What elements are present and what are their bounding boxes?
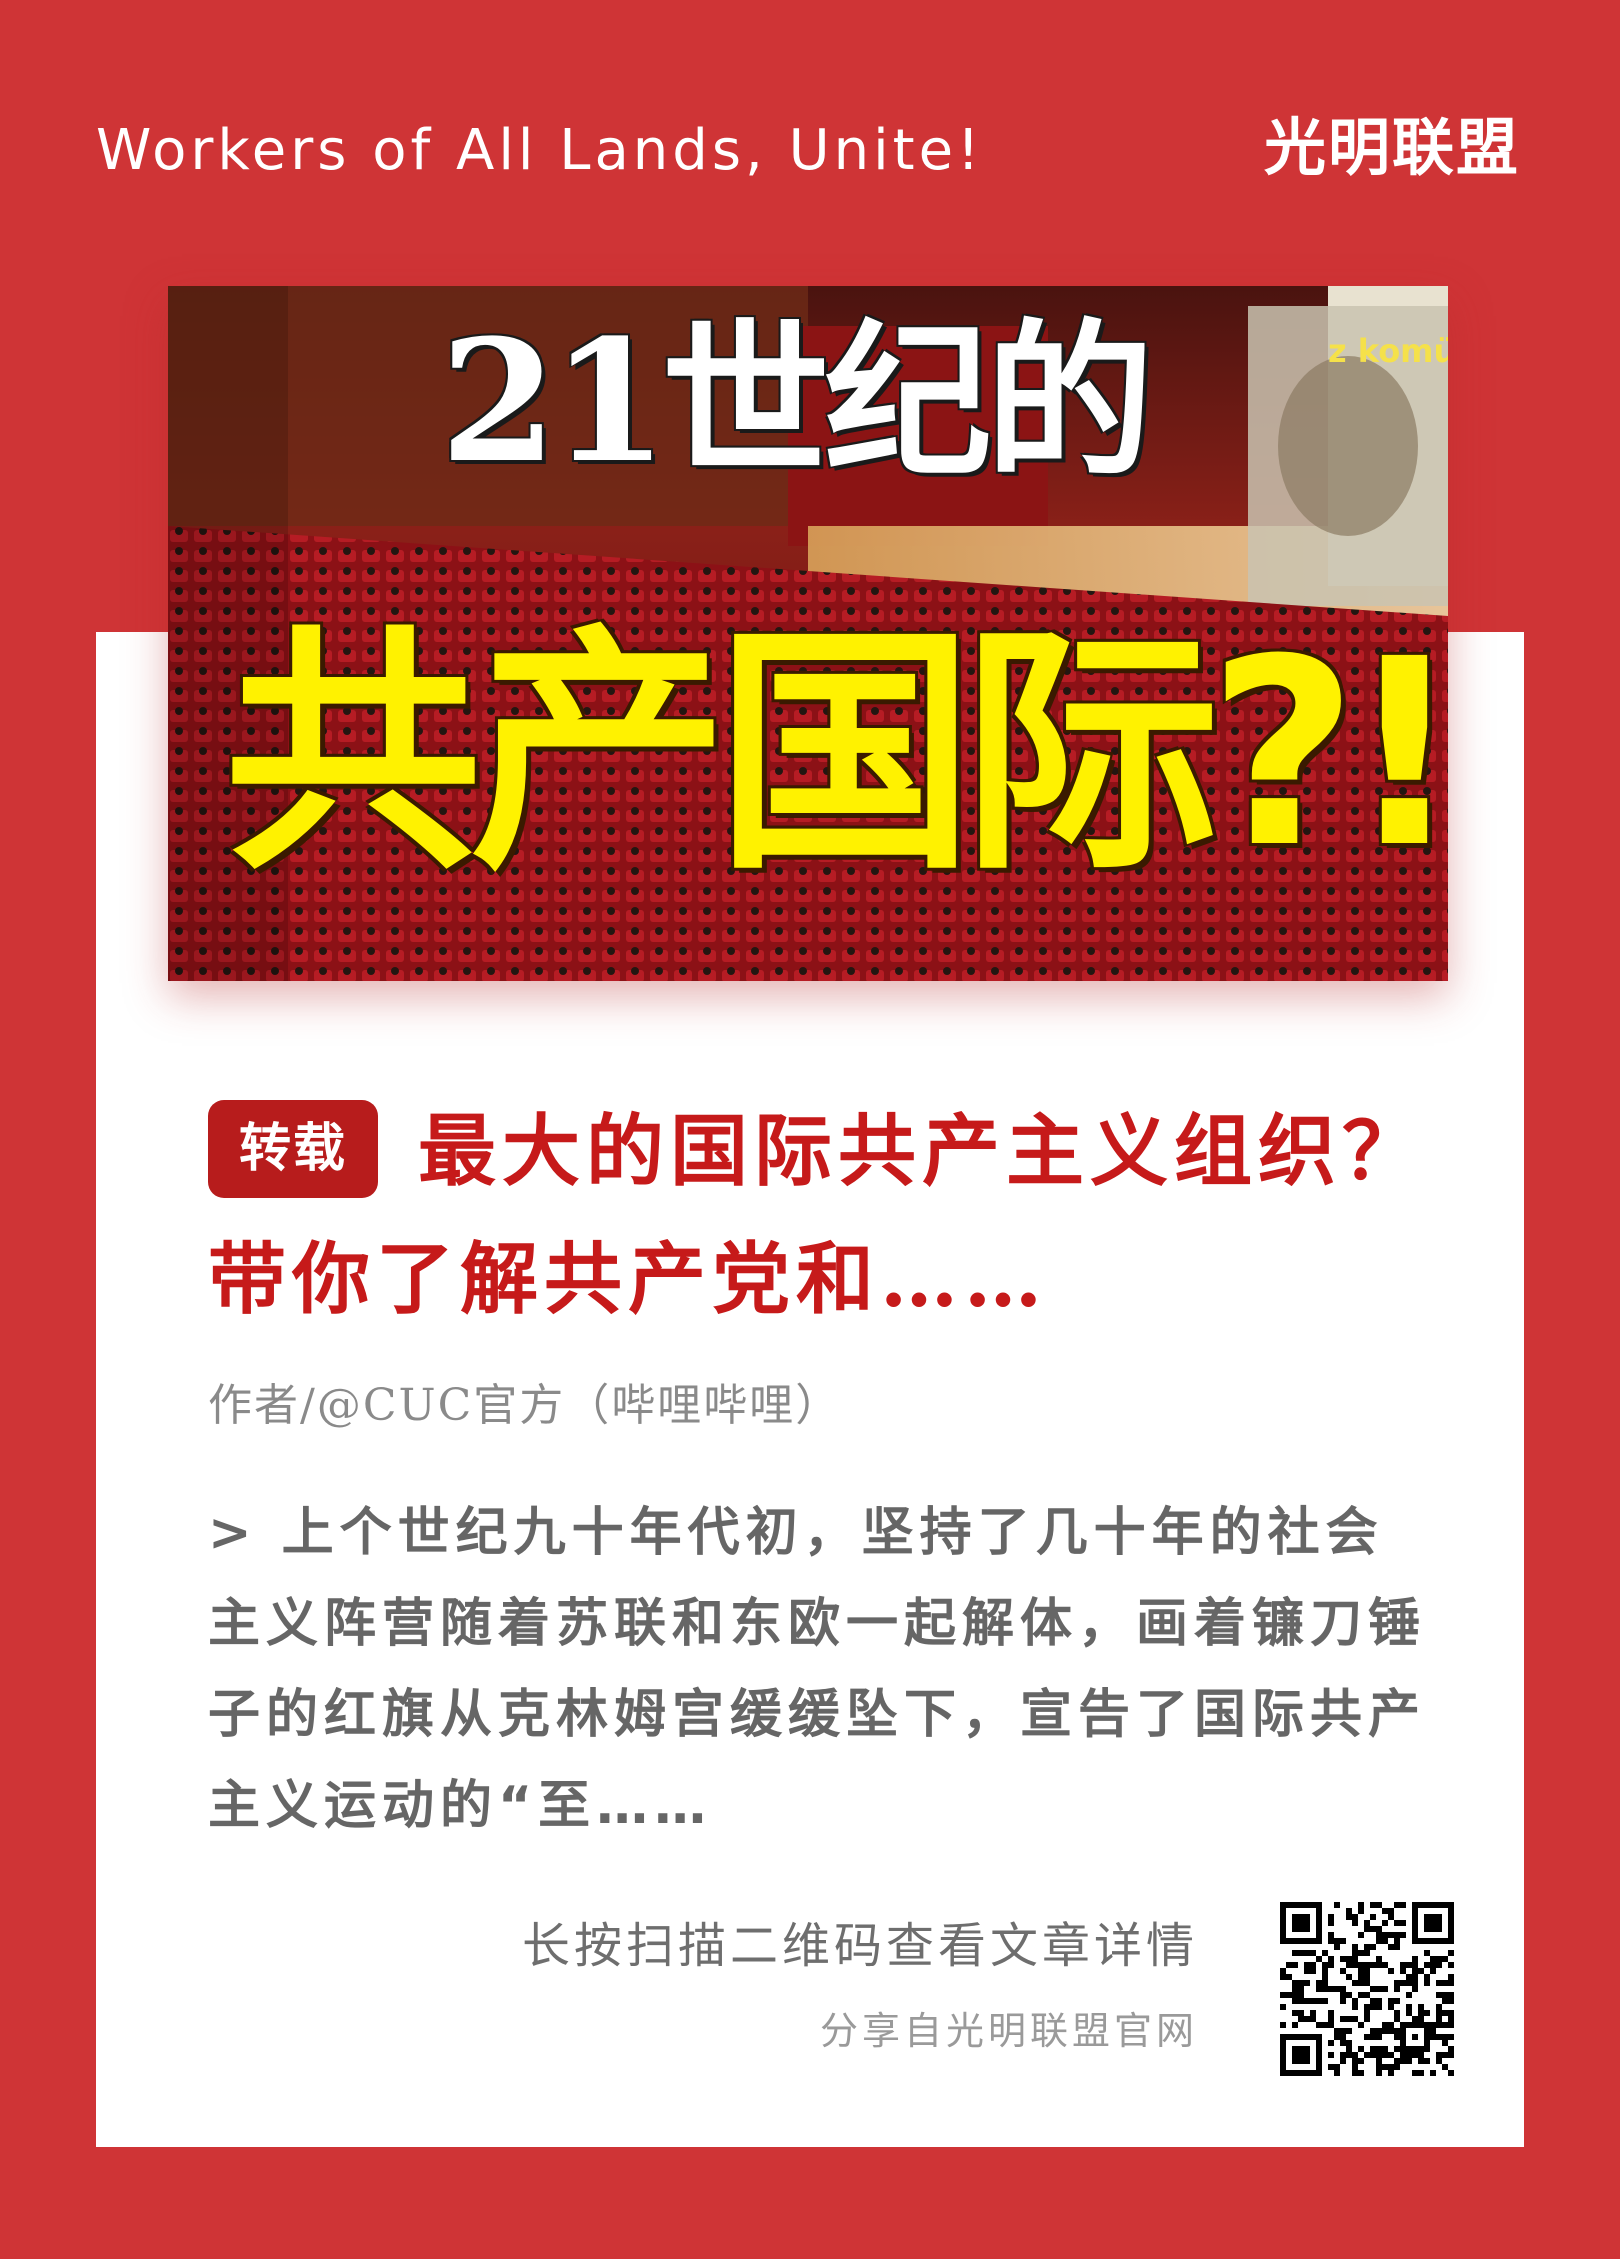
hero-image: z komünisttir 21世纪的 共产国际?! (168, 286, 1448, 981)
qr-code-icon (1280, 1902, 1454, 2076)
scan-hint: 长按扫描二维码查看文章详情 (521, 1918, 1198, 1974)
article-author: 作者/@CUC官方（哔哩哔哩） (208, 1380, 842, 1431)
hero-headline-top: 21世纪的 (440, 302, 1154, 500)
brand-logo: 光明联盟 (1263, 111, 1520, 184)
qr-code[interactable] (1280, 1902, 1454, 2076)
hero-screen-text: z komünisttir (1328, 332, 1448, 370)
article-title[interactable]: 最大的国际共产主义组织？带你了解共产党和…… (208, 1106, 1427, 1325)
hero-background (168, 286, 1448, 981)
repost-badge: 转载 (208, 1100, 378, 1198)
share-source: 分享自光明联盟官网 (819, 2009, 1198, 2053)
hero-headline-bottom: 共产国际?! (224, 604, 1448, 904)
header-slogan: Workers of All Lands, Unite! (96, 118, 984, 183)
article-excerpt: > 上个世纪九十年代初，坚持了几十年的社会主义阵营随着苏联和东欧一起解体，画着镰… (208, 1503, 1427, 1836)
